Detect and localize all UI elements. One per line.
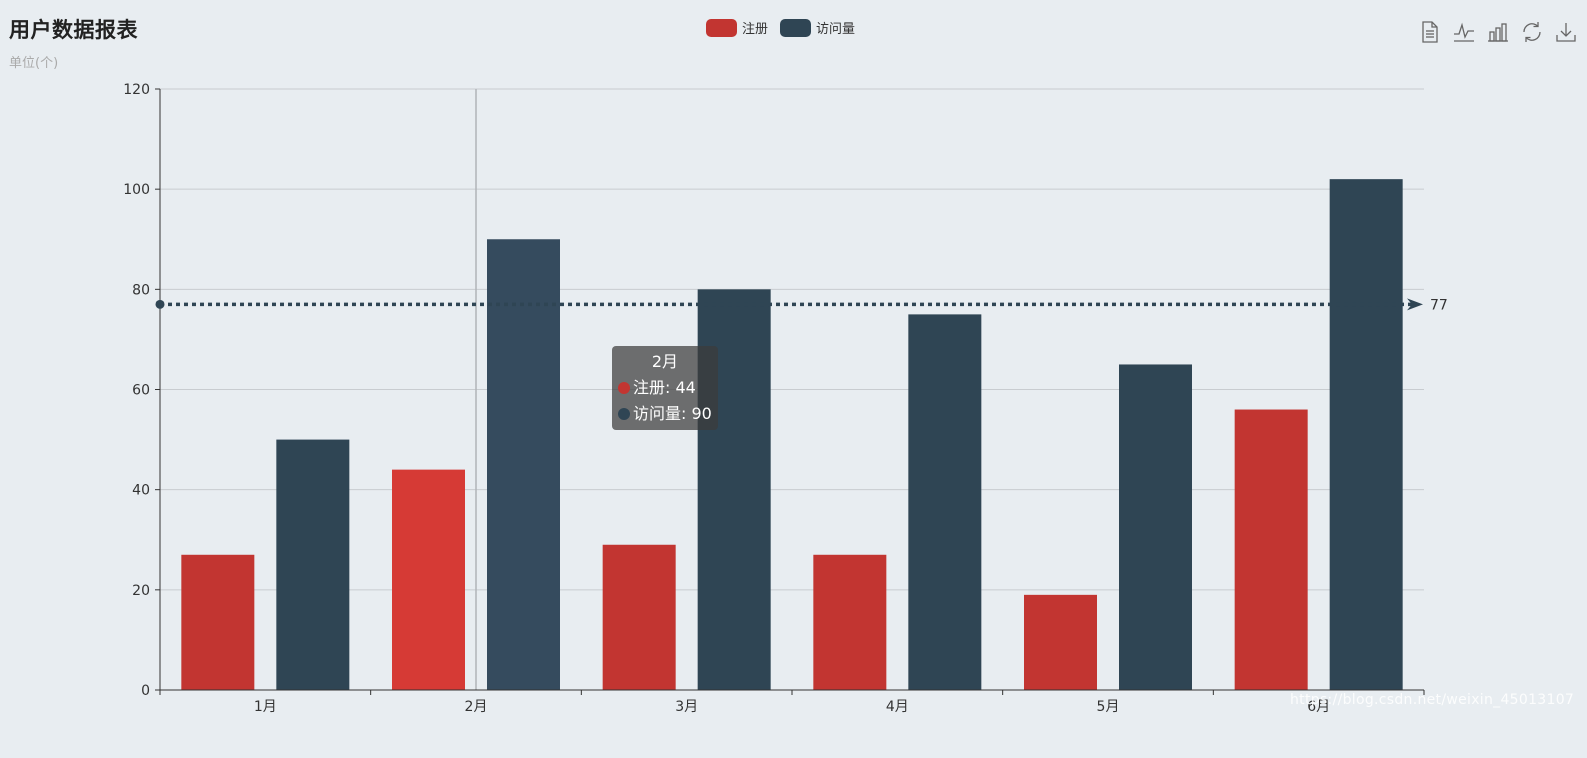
legend-swatch-register (706, 18, 737, 37)
bar-register (813, 554, 887, 690)
bar-register (181, 554, 255, 690)
legend: 注册 访问量 (706, 18, 867, 37)
x-tick-label: 5月 (1097, 699, 1120, 715)
bar-register (392, 469, 465, 690)
data-view-icon[interactable] (1418, 20, 1442, 44)
tooltip: 2月 注册: 44 访问量: 90 (612, 346, 718, 430)
y-tick-label: 40 (132, 483, 150, 499)
y-tick-label: 0 (141, 683, 150, 699)
tooltip-text-visits: 访问量: 90 (633, 404, 712, 423)
y-tick-label: 20 (132, 583, 150, 599)
bar-visits (1119, 364, 1192, 690)
bar-visits (487, 239, 560, 690)
x-tick-label: 1月 (254, 699, 277, 715)
tooltip-dot-visits (618, 408, 630, 420)
bar-visits (908, 314, 982, 690)
watermark: https://blog.csdn.net/weixin_45013107 (1290, 692, 1575, 708)
markline-arrow (1407, 298, 1423, 311)
x-tick-label: 3月 (675, 699, 698, 715)
tooltip-row-register: 注册: 44 (618, 375, 712, 401)
line-chart-icon[interactable] (1452, 20, 1476, 44)
restore-icon[interactable] (1520, 20, 1544, 44)
y-tick-label: 100 (123, 182, 150, 198)
y-tick-label: 80 (132, 282, 150, 298)
legend-label-visits: 访问量 (816, 22, 856, 37)
legend-item-register[interactable]: 注册 (706, 18, 768, 37)
x-tick-label: 2月 (465, 699, 488, 715)
x-tick-label: 6月 (1307, 699, 1330, 715)
legend-swatch-visits (780, 18, 812, 37)
markline-start-dot (155, 299, 165, 309)
tooltip-row-visits: 访问量: 90 (618, 401, 712, 427)
y-tick-label: 120 (123, 82, 150, 98)
x-tick-label: 4月 (886, 699, 909, 715)
chart-title: 用户数据报表 (9, 18, 138, 42)
download-icon[interactable] (1554, 20, 1578, 44)
bar-register (1234, 409, 1308, 690)
toolbox (1418, 20, 1578, 44)
tooltip-title: 2月 (651, 352, 679, 371)
bar-visits (1329, 179, 1403, 690)
bar-register (602, 544, 676, 690)
bar-register (1024, 594, 1097, 690)
chart-subtitle: 单位(个) (9, 56, 59, 71)
legend-label-register: 注册 (742, 22, 769, 37)
markline-label: 77 (1430, 297, 1448, 313)
legend-item-visits[interactable]: 访问量 (780, 18, 855, 37)
tooltip-dot-register (618, 382, 630, 394)
tooltip-text-register: 注册: 44 (633, 378, 696, 397)
y-tick-label: 60 (132, 383, 150, 399)
bar-visits (276, 439, 350, 690)
bar-chart-icon[interactable] (1486, 20, 1510, 44)
